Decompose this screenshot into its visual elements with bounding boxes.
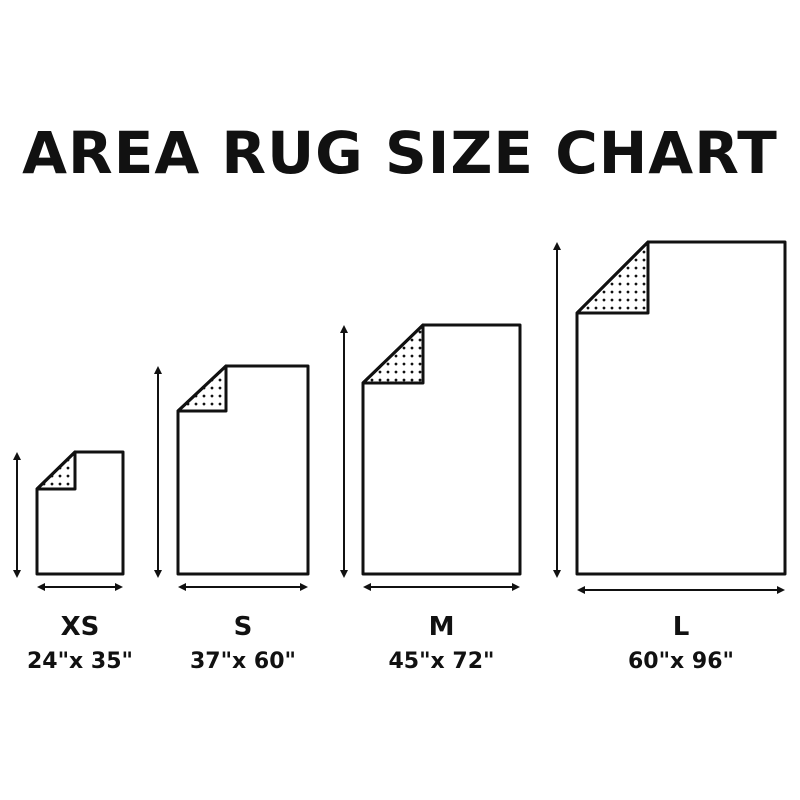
size-label: L xyxy=(672,612,690,642)
rug-fold-corner xyxy=(361,323,425,385)
rug-xs-outline xyxy=(35,450,125,576)
rug-fold-corner xyxy=(176,364,228,413)
chart-title: AREA RUG SIZE CHART xyxy=(22,119,778,187)
size-label: XS xyxy=(60,612,100,642)
size-label: M xyxy=(428,612,455,642)
dimensions-label: 45"x 72" xyxy=(388,649,495,674)
rug-fold-corner xyxy=(575,240,650,315)
rug-fold-corner xyxy=(35,450,77,491)
size-label: S xyxy=(233,612,253,642)
dimensions-label: 60"x 96" xyxy=(627,649,734,674)
dimensions-label: 24"x 35" xyxy=(26,649,133,674)
dimensions-label: 37"x 60" xyxy=(189,649,296,674)
